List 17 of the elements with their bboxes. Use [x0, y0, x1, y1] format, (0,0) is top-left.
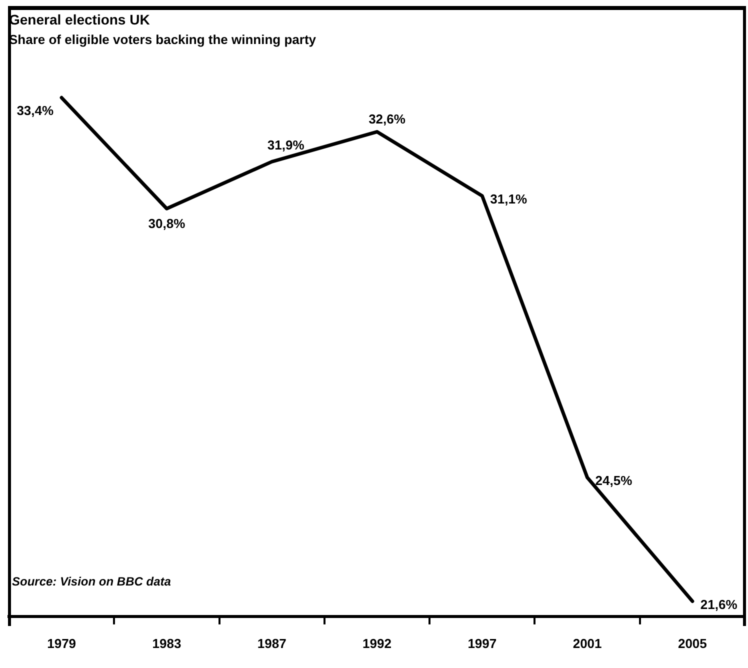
- x-tick-label: 1979: [47, 636, 76, 651]
- x-tick-label: 2005: [678, 636, 707, 651]
- data-label: 33,4%: [16, 103, 54, 118]
- chart-title: General elections UK: [9, 11, 150, 28]
- chart-subtitle: Share of eligible voters backing the winning party: [9, 32, 317, 48]
- data-label: 24,5%: [595, 473, 633, 488]
- x-tick-label: 1992: [362, 636, 392, 651]
- data-label: 31,1%: [490, 191, 528, 206]
- x-tick-label: 1987: [257, 636, 286, 651]
- annotation: Source: Vision on BBC data: [12, 574, 172, 589]
- data-label: 31,9%: [267, 137, 305, 152]
- data-label: 30,8%: [148, 216, 186, 232]
- x-tick-label: 1997: [468, 636, 497, 651]
- x-tick-label: 2001: [572, 636, 602, 651]
- data-label: 21,6%: [700, 596, 738, 612]
- x-tick-label: 1983: [152, 636, 182, 651]
- data-label: 32,6%: [368, 111, 406, 126]
